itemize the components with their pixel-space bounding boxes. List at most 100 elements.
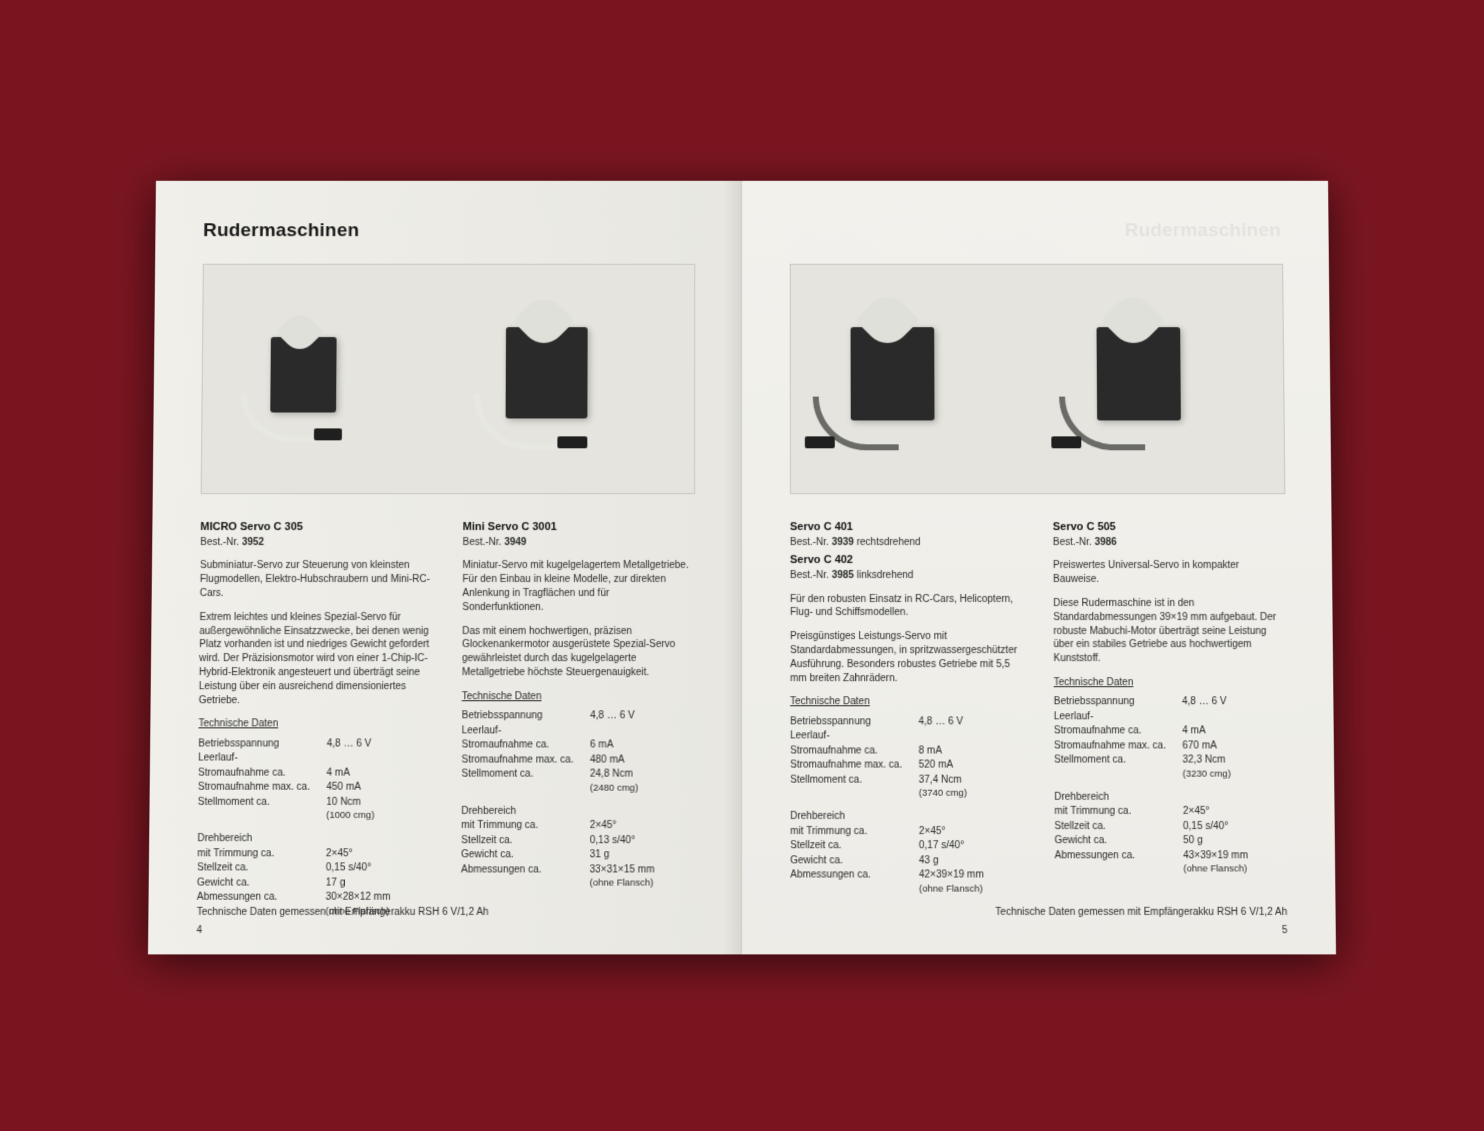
spec-row: Stellzeit ca.0,13 s/40° [461,834,693,848]
spec-value: 520 mA [919,759,1022,773]
tech-data-heading: Technische Daten [1054,676,1286,690]
spec-row: Stromaufnahme ca.8 mA [790,745,1022,759]
spec-row: Stromaufnahme max. ca.480 mA [462,754,693,768]
spec-list: Betriebsspannung4,8 … 6 VLeerlauf-Stroma… [1054,696,1286,768]
product-order-no: Best.-Nr. 3949 [463,536,693,549]
product-desc: Miniatur-Servo mit kugelgelagertem Metal… [462,560,693,615]
product-desc: Preiswertes Universal-Servo in kompakter… [1053,560,1284,588]
spec-label: Stellmoment ca. [1054,754,1183,768]
bestnr-value: 3985 [832,570,854,581]
product-desc: Diese Rudermaschine ist in den Standarda… [1053,597,1285,666]
spec-value: 0,15 s/40° [326,862,429,876]
spec-note: (ohne Flansch) [461,878,693,891]
product-desc: Das mit einem hochwertigen, präzisen Glo… [462,625,693,680]
spec-label: Stellzeit ca. [790,840,919,854]
spec-row: Leerlauf- [198,752,429,766]
spec-value: 450 mA [326,781,429,795]
spec-value: 0,15 s/40° [1183,820,1287,834]
spec-value: 6 mA [590,739,693,753]
spec-label: Betriebsspannung [790,716,918,730]
spec-row: Stromaufnahme ca.4 mA [1054,725,1286,739]
spec-label: mit Trimmung ca. [197,847,326,861]
servo-illustration [222,286,430,473]
page-right: Rudermaschinen Servo C 401 Best.-Nr. 393… [742,181,1336,955]
spec-value: 37,4 Ncm [919,774,1022,788]
spec-list: Drehbereichmit Trimmung ca.2×45°Stellzei… [461,805,693,877]
spec-label: mit Trimmung ca. [790,825,919,839]
spec-value: 0,17 s/40° [919,840,1023,854]
spec-value [326,832,429,846]
spec-label: Gewicht ca. [1054,835,1183,849]
product-title: Mini Servo C 3001 [463,520,693,535]
page-footnote: Technische Daten gemessen mit Empfängera… [197,908,693,919]
spec-row: Stromaufnahme max. ca.450 mA [198,781,429,795]
spec-value: 10 Ncm [326,796,429,810]
spec-row: Abmessungen ca.30×28×12 mm [197,891,429,905]
page-left: Rudermaschinen MICRO Servo C 305 Best.-N… [148,181,742,955]
spec-row: Gewicht ca.31 g [461,849,693,863]
spec-row: Abmessungen ca.33×31×15 mm [461,863,693,877]
product-order-no: Best.-Nr. 3939 rechtsdrehend [790,536,1021,549]
product-photo-left [201,264,696,494]
spec-value: 2×45° [1183,805,1287,819]
spec-value: 2×45° [919,825,1023,839]
spec-label: Stromaufnahme ca. [790,745,918,759]
spec-note: (1000 cmg) [198,810,430,823]
spec-value [590,724,693,738]
spec-row: Stromaufnahme max. ca.520 mA [790,759,1022,773]
spec-row: Abmessungen ca.43×39×19 mm [1055,849,1287,863]
page-number: 4 [196,926,202,937]
spec-value: 33×31×15 mm [590,863,693,877]
spec-row: Betriebsspannung4,8 … 6 V [462,710,693,724]
spec-list: Drehbereichmit Trimmung ca.2×45°Stellzei… [197,832,429,904]
spec-value: 8 mA [919,745,1022,759]
product-title: Servo C 505 [1053,520,1284,535]
spec-label: Stromaufnahme max. ca. [790,759,918,773]
bestnr-value: 3952 [242,537,264,548]
spec-note: (2480 cmg) [461,783,692,796]
spec-label: Leerlauf- [790,730,918,744]
product-title: Servo C 402 [790,554,1021,569]
product-desc: Preisgünstiges Leistungs-Servo mit Stand… [790,631,1022,686]
spec-label: Drehbereich [461,805,590,819]
product-title: Servo C 401 [790,520,1021,535]
spec-row: Stellzeit ca.0,15 s/40° [197,862,429,876]
spec-value: 670 mA [1182,740,1285,754]
page-footnote: Technische Daten gemessen mit Empfängera… [790,908,1287,919]
spec-value: 2×45° [590,819,693,833]
bestnr-prefix: Best.-Nr. [790,570,832,581]
spec-value: 43 g [919,854,1023,868]
spec-value: 4,8 … 6 V [327,738,430,752]
tech-data-heading: Technische Daten [790,696,1022,710]
spec-row: Leerlauf- [790,730,1022,744]
spec-row: mit Trimmung ca.2×45° [197,847,429,861]
bestnr-value: 3986 [1095,537,1117,548]
spec-value [919,810,1023,824]
spec-row: Stellzeit ca.0,15 s/40° [1054,820,1286,834]
spec-row: Stromaufnahme ca.4 mA [198,767,429,781]
bestnr-suffix: rechtsdrehend [854,537,921,548]
product-entry: MICRO Servo C 305 Best.-Nr. 3952 Submini… [197,520,431,918]
spec-value: 0,13 s/40° [590,834,693,848]
spec-row: Stromaufnahme ca.6 mA [462,739,693,753]
bestnr-prefix: Best.-Nr. [200,537,242,548]
spec-value: 42×39×19 mm [919,869,1023,883]
spec-list: Drehbereichmit Trimmung ca.2×45°Stellzei… [790,810,1022,882]
bestnr-value: 3939 [832,537,854,548]
spec-value: 24,8 Ncm [590,768,693,782]
spec-label: Abmessungen ca. [790,869,919,883]
spec-list: Betriebsspannung4,8 … 6 VLeerlauf-Stroma… [198,738,430,810]
spec-row: mit Trimmung ca.2×45° [790,825,1022,839]
section-title: Rudermaschinen [203,221,693,243]
spec-label: Stellmoment ca. [461,768,590,782]
spec-label: Leerlauf- [462,724,590,738]
spec-row: Stellmoment ca.24,8 Ncm [461,768,692,782]
spec-label: Leerlauf- [1054,710,1182,724]
spec-label: Gewicht ca. [197,876,326,890]
spec-row: Stellmoment ca.37,4 Ncm [790,774,1022,788]
spec-label: Drehbereich [1054,791,1183,805]
spec-value [1183,791,1287,805]
section-title-mirror: Rudermaschinen [790,221,1281,243]
spec-value [327,752,430,766]
spec-label: Stellmoment ca. [198,796,327,810]
